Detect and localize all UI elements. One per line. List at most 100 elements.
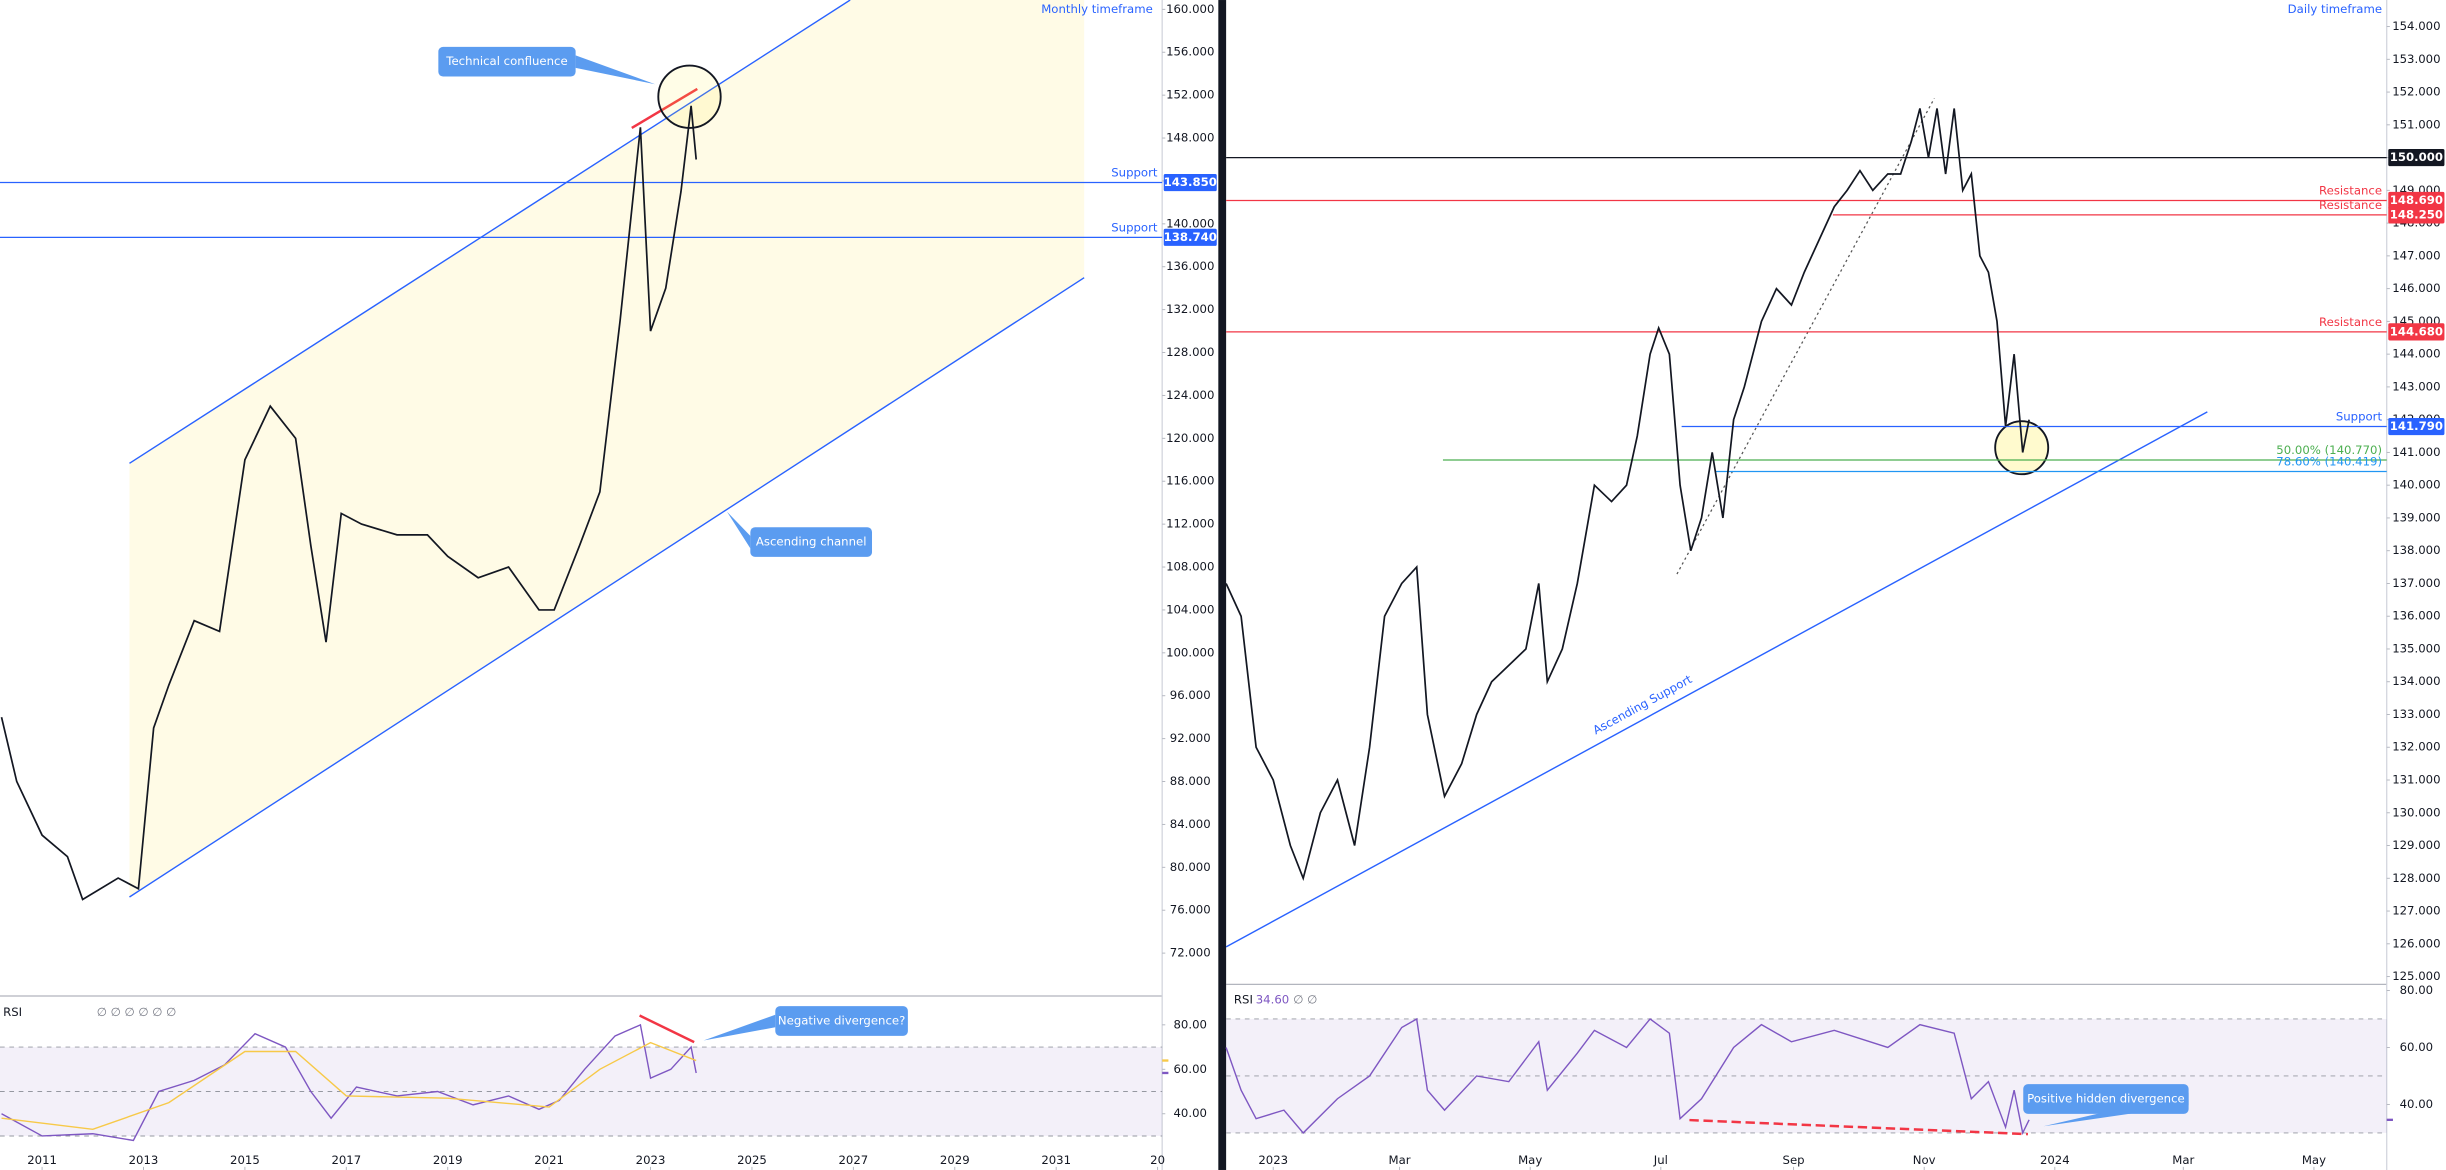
x-tick-label: 2017 bbox=[331, 1153, 361, 1167]
y-tick-label: 137.000 bbox=[2392, 576, 2440, 590]
y-tick-label: 112.000 bbox=[1166, 517, 1214, 531]
y-tick-label: 152.000 bbox=[2392, 85, 2440, 99]
level-name: Support bbox=[1111, 166, 1158, 180]
x-tick-label: 20 bbox=[1150, 1153, 1165, 1167]
y-tick-label: 148.000 bbox=[1166, 131, 1214, 145]
y-tick-label: 130.000 bbox=[2392, 805, 2440, 819]
rsi-line bbox=[1, 1023, 697, 1142]
rsi-y-tick-label: 60.00 bbox=[1174, 1062, 1207, 1076]
level-badge bbox=[1163, 173, 1217, 192]
level-name: Support bbox=[1111, 220, 1158, 234]
callout-box bbox=[750, 527, 873, 557]
y-tick-label: 124.000 bbox=[1166, 388, 1214, 402]
rsi-y-tick-label: 80.00 bbox=[2400, 983, 2433, 997]
y-tick-label: 153.000 bbox=[2392, 52, 2440, 66]
y-tick-label: 72.000 bbox=[1170, 946, 1211, 960]
callout-text: Ascending channel bbox=[756, 535, 867, 549]
channel-fill bbox=[129, 0, 1085, 897]
x-tick-label: 2013 bbox=[129, 1153, 159, 1167]
x-tick-label: May bbox=[2302, 1153, 2326, 1167]
x-tick-label: 2031 bbox=[1041, 1153, 1071, 1167]
y-tick-label: 76.000 bbox=[1170, 903, 1211, 917]
y-tick-label: 139.000 bbox=[2392, 510, 2440, 524]
level-badge bbox=[2388, 417, 2445, 436]
y-tick-label: 140.000 bbox=[1166, 216, 1214, 230]
y-tick-label: 143.000 bbox=[2392, 379, 2440, 393]
y-tick-label: 132.000 bbox=[2392, 740, 2440, 754]
level-badge-label: 143.850 bbox=[1164, 175, 1217, 189]
level-badge-label: 150.000 bbox=[2390, 150, 2443, 164]
y-tick-label: 116.000 bbox=[1166, 474, 1214, 488]
y-tick-label: 135.000 bbox=[2392, 641, 2440, 655]
y-tick-label: 128.000 bbox=[2392, 871, 2440, 885]
y-tick-label: 128.000 bbox=[1166, 345, 1214, 359]
rsi-y-tick-label: 60.00 bbox=[2400, 1040, 2433, 1054]
y-tick-label: 127.000 bbox=[2392, 904, 2440, 918]
y-tick-label: 88.000 bbox=[1170, 774, 1211, 788]
y-tick-label: 146.000 bbox=[2392, 281, 2440, 295]
x-tick-label: 2029 bbox=[940, 1153, 970, 1167]
y-tick-label: 144.000 bbox=[2392, 347, 2440, 361]
level-badge bbox=[2388, 323, 2445, 341]
y-tick-label: 129.000 bbox=[2392, 838, 2440, 852]
y-tick-label: 104.000 bbox=[1166, 602, 1214, 616]
y-tick-label: 141.000 bbox=[2392, 445, 2440, 459]
y-tick-label: 131.000 bbox=[2392, 773, 2440, 787]
timeframe-label: Monthly timeframe bbox=[1041, 2, 1153, 16]
rsi-placeholders: ∅ ∅ ∅ ∅ ∅ ∅ bbox=[97, 1005, 177, 1019]
y-tick-label: 134.000 bbox=[2392, 674, 2440, 688]
level-badge-label: 141.790 bbox=[2390, 419, 2443, 433]
x-tick-label: May bbox=[1518, 1153, 1542, 1167]
y-tick-label: 133.000 bbox=[2392, 707, 2440, 721]
y-tick-label: 152.000 bbox=[1166, 88, 1214, 102]
y-tick-label: 138.000 bbox=[2392, 543, 2440, 557]
y-tick-label: 136.000 bbox=[2392, 609, 2440, 623]
y-tick-label: 140.000 bbox=[2392, 478, 2440, 492]
y-tick-label: 120.000 bbox=[1166, 431, 1214, 445]
level-name: Resistance bbox=[2319, 198, 2382, 212]
y-tick-label: 84.000 bbox=[1170, 817, 1211, 831]
y-tick-label: 136.000 bbox=[1166, 259, 1214, 273]
callout-pointer bbox=[726, 511, 751, 549]
x-tick-label: 2024 bbox=[2040, 1153, 2070, 1167]
callout-box bbox=[438, 46, 576, 77]
level-name: 50.00% (140.770) bbox=[2276, 443, 2382, 457]
divergence-line bbox=[1689, 1118, 2028, 1136]
level-name: 78.60% (140.419) bbox=[2276, 455, 2382, 469]
x-tick-label: Nov bbox=[1913, 1153, 1936, 1167]
rsi-y-tick-label: 40.00 bbox=[2400, 1097, 2433, 1111]
x-tick-label: 2027 bbox=[838, 1153, 868, 1167]
rsi-line bbox=[1, 1041, 697, 1131]
level-name: Resistance bbox=[2319, 184, 2382, 198]
callout-text: Negative divergence? bbox=[778, 1014, 905, 1028]
price-line bbox=[1225, 108, 2030, 882]
callout-box bbox=[2023, 1084, 2189, 1114]
callout-text: Technical confluence bbox=[445, 54, 567, 68]
ascending-support bbox=[1225, 411, 2208, 948]
rsi-placeholders: ∅ ∅ bbox=[1293, 992, 1317, 1006]
y-tick-label: 132.000 bbox=[1166, 302, 1214, 316]
rsi-y-tick-label: 80.00 bbox=[1174, 1017, 1207, 1031]
x-tick-label: 2015 bbox=[230, 1153, 260, 1167]
confluence-line bbox=[631, 87, 698, 130]
y-tick-label: 80.000 bbox=[1170, 860, 1211, 874]
x-tick-label: 2021 bbox=[534, 1153, 564, 1167]
level-name: Support bbox=[2336, 410, 2383, 424]
divergence-line bbox=[639, 1014, 695, 1044]
callout-text: Positive hidden divergence bbox=[2027, 1092, 2185, 1106]
level-badge bbox=[2388, 149, 2445, 167]
x-tick-label: Mar bbox=[1389, 1153, 1411, 1167]
x-tick-label: Sep bbox=[1783, 1153, 1805, 1167]
y-tick-label: 147.000 bbox=[2392, 248, 2440, 262]
x-tick-label: Jul bbox=[1653, 1153, 1668, 1167]
level-badge bbox=[2388, 206, 2445, 224]
level-badge-label: 138.740 bbox=[1164, 230, 1217, 244]
rsi-y-tick-label: 40.00 bbox=[1174, 1106, 1207, 1120]
y-tick-label: 100.000 bbox=[1166, 645, 1214, 659]
level-badge-label: 148.690 bbox=[2390, 193, 2443, 207]
y-tick-label: 151.000 bbox=[2392, 117, 2440, 131]
highlight-circle bbox=[657, 64, 722, 129]
timeframe-label: Daily timeframe bbox=[2288, 2, 2382, 16]
